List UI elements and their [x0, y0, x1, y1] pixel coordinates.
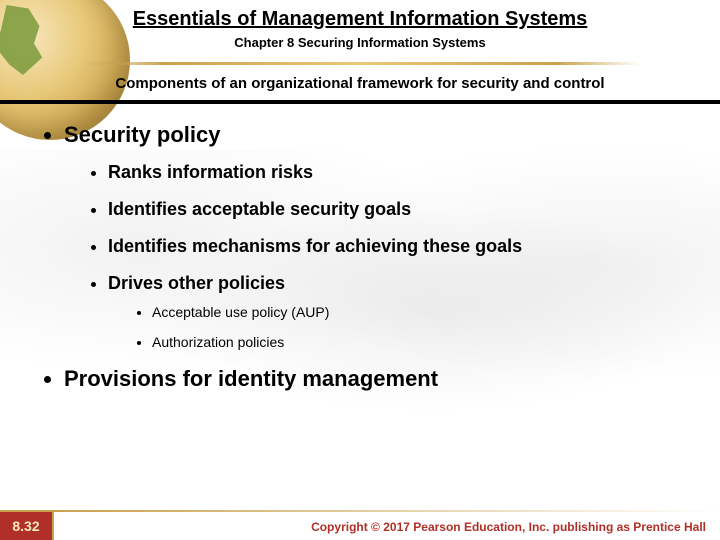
- bullet-l1: Security policy Ranks information risks …: [64, 122, 690, 350]
- bullet-text: Identifies mechanisms for achieving thes…: [108, 236, 522, 256]
- bullet-text: Authorization policies: [152, 334, 284, 350]
- bullet-text: Acceptable use policy (AUP): [152, 304, 329, 320]
- bullet-text: Security policy: [64, 122, 221, 147]
- bullet-l3: Acceptable use policy (AUP): [152, 304, 690, 320]
- bullet-l3: Authorization policies: [152, 334, 690, 350]
- footer-rule: [54, 510, 720, 512]
- bullet-l1: Provisions for identity management: [64, 366, 690, 392]
- bullet-text: Drives other policies: [108, 273, 285, 293]
- bullet-list-level1: Security policy Ranks information risks …: [30, 122, 690, 392]
- page-number-box: 8.32: [0, 510, 54, 540]
- bullet-l2: Identifies acceptable security goals: [108, 199, 690, 220]
- slide-header: Essentials of Management Information Sys…: [0, 0, 720, 65]
- bullet-list-level2: Ranks information risks Identifies accep…: [64, 162, 690, 350]
- book-title: Essentials of Management Information Sys…: [0, 8, 720, 31]
- bullet-text: Ranks information risks: [108, 162, 313, 182]
- chapter-label: Chapter 8 Securing Information Systems: [0, 35, 720, 50]
- gold-divider: [80, 62, 640, 65]
- section-heading: Components of an organizational framewor…: [0, 75, 720, 100]
- page-number: 8.32: [12, 518, 39, 534]
- bullet-text: Identifies acceptable security goals: [108, 199, 411, 219]
- slide-body: Security policy Ranks information risks …: [0, 104, 720, 392]
- copyright-text: Copyright © 2017 Pearson Education, Inc.…: [311, 520, 706, 534]
- bullet-l2: Ranks information risks: [108, 162, 690, 183]
- bullet-text: Provisions for identity management: [64, 366, 438, 391]
- slide-footer: 8.32 Copyright © 2017 Pearson Education,…: [0, 510, 720, 540]
- bullet-l2: Identifies mechanisms for achieving thes…: [108, 236, 690, 257]
- bullet-list-level3: Acceptable use policy (AUP) Authorizatio…: [108, 304, 690, 350]
- bullet-l2: Drives other policies Acceptable use pol…: [108, 273, 690, 350]
